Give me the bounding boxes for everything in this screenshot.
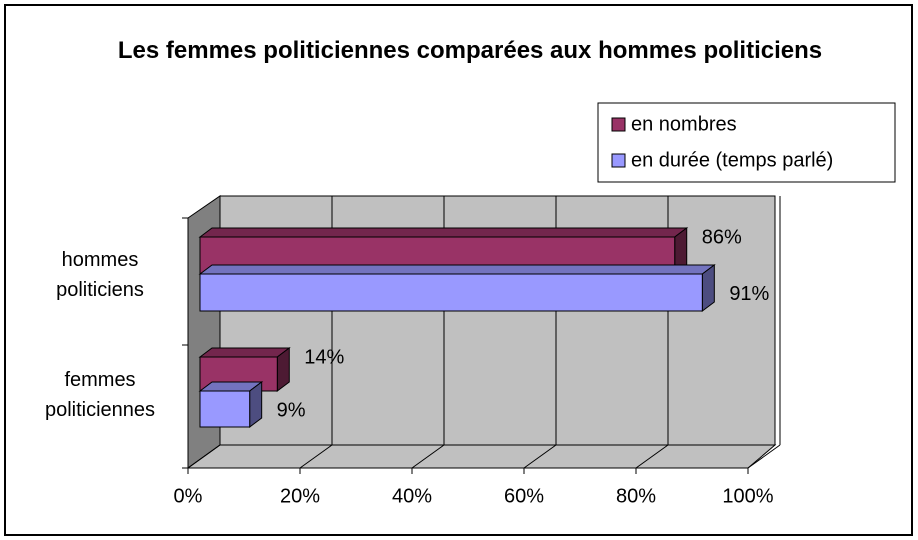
- chart-title: Les femmes politiciennes comparées aux h…: [117, 37, 823, 64]
- bar-top: [198, 264, 716, 275]
- floor: [186, 444, 777, 469]
- legend-swatch: [611, 117, 626, 132]
- data-label: 86%: [702, 226, 742, 248]
- x-tick-label: 20%: [280, 485, 320, 507]
- x-tick-label: 100%: [722, 485, 773, 507]
- x-tick-label: 80%: [616, 485, 656, 507]
- y-tick-label: femmes politiciennes: [44, 369, 156, 421]
- y-tick-label: hommes politiciens: [56, 249, 144, 301]
- grid-line: [747, 444, 781, 469]
- grid-line: [299, 444, 333, 469]
- data-label: 9%: [277, 399, 306, 421]
- bar: [199, 273, 703, 312]
- x-tick-label: 0%: [174, 485, 203, 507]
- grid-line: [187, 444, 221, 469]
- data-label: 91%: [729, 283, 769, 305]
- legend-label: en durée (temps parlé): [631, 149, 833, 171]
- legend-label: en nombres: [631, 113, 737, 135]
- bar-top: [198, 227, 689, 238]
- grid-line: [635, 444, 669, 469]
- legend-box: [597, 102, 896, 183]
- grid-line: [411, 444, 445, 469]
- bar: [199, 390, 251, 428]
- bar-top: [198, 347, 291, 358]
- grid-line: [523, 444, 557, 469]
- x-tick-label: 40%: [392, 485, 432, 507]
- x-tick-label: 60%: [504, 485, 544, 507]
- legend-swatch: [611, 153, 626, 168]
- data-label: 14%: [304, 346, 344, 368]
